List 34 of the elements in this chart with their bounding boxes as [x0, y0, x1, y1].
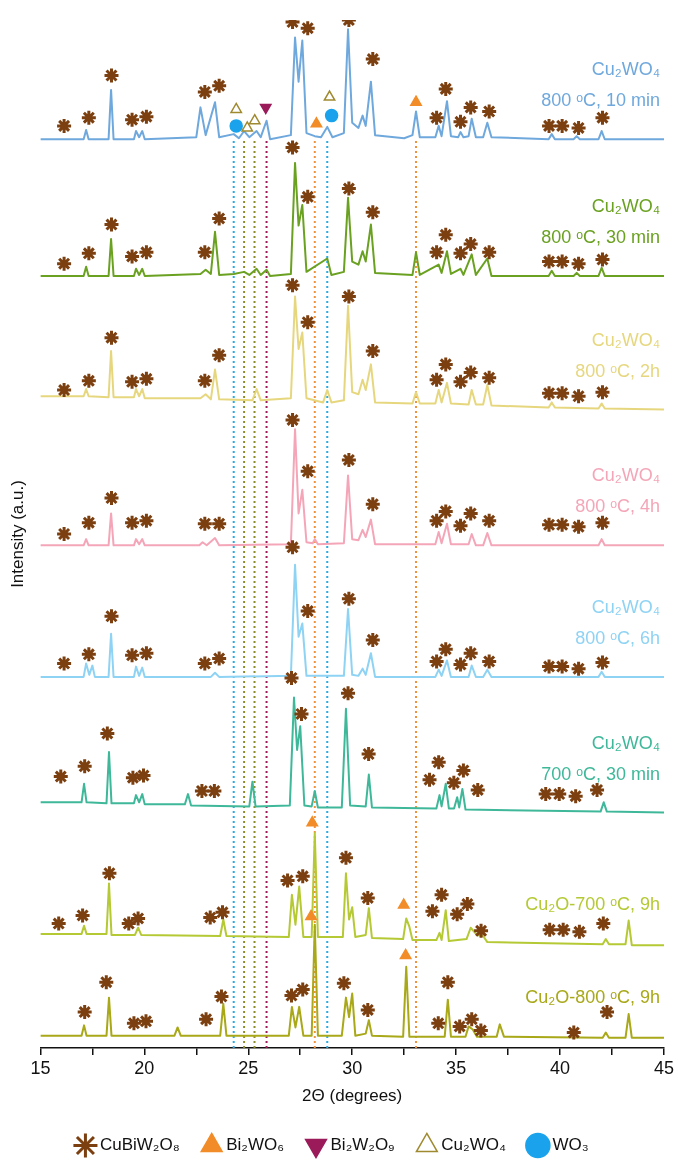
point: [323, 90, 336, 101]
point: [397, 898, 410, 909]
series-label: Cu₂WO₄ 700 ᵒC, 30 min: [541, 732, 660, 784]
series-label: Cu₂WO₄ 800 ᵒC, 4h: [575, 465, 660, 517]
series-label: Cu₂O-700 ᵒC, 9h: [525, 894, 660, 915]
x-tick-label: 40: [550, 1057, 571, 1078]
legend-label: WO₃: [552, 1135, 589, 1155]
x-tick-label: 35: [446, 1057, 467, 1078]
point: [410, 95, 422, 106]
x-axis-title: 2Θ (degrees): [302, 1086, 403, 1106]
point: [310, 117, 323, 128]
point: [324, 108, 339, 123]
x-tick-label: 30: [342, 1057, 363, 1078]
series-label: Cu₂WO₄ 800 ᵒC, 30 min: [541, 195, 660, 247]
x-tick-label: 45: [653, 1057, 675, 1078]
x-tick-label: 15: [30, 1057, 51, 1078]
legend-label: Bi₂WO₆: [226, 1135, 285, 1155]
series-label: Cu₂WO₄ 800 ᵒC, 10 min: [541, 59, 660, 111]
point: [241, 121, 254, 132]
point: [248, 113, 261, 125]
y-axis-title: Intensity (a.u.): [7, 480, 27, 588]
legend-label: Bi₂W₂O₉: [330, 1135, 395, 1155]
point: [305, 909, 317, 921]
series-label: Cu₂O-800 ᵒC, 9h: [525, 986, 660, 1007]
point: [229, 119, 243, 133]
x-tick-label: 20: [134, 1057, 155, 1078]
point: [399, 948, 412, 960]
legend-label: Cu₂WO₄: [441, 1135, 506, 1155]
point: [306, 816, 319, 827]
series-label: Cu₂WO₄ 800 ᵒC, 2h: [575, 329, 660, 381]
point: [230, 102, 243, 114]
series-label: Cu₂WO₄ 800 ᵒC, 6h: [575, 596, 660, 648]
legend-label: CuBiW₂O₈: [99, 1135, 180, 1155]
x-tick-label: 25: [238, 1057, 259, 1078]
